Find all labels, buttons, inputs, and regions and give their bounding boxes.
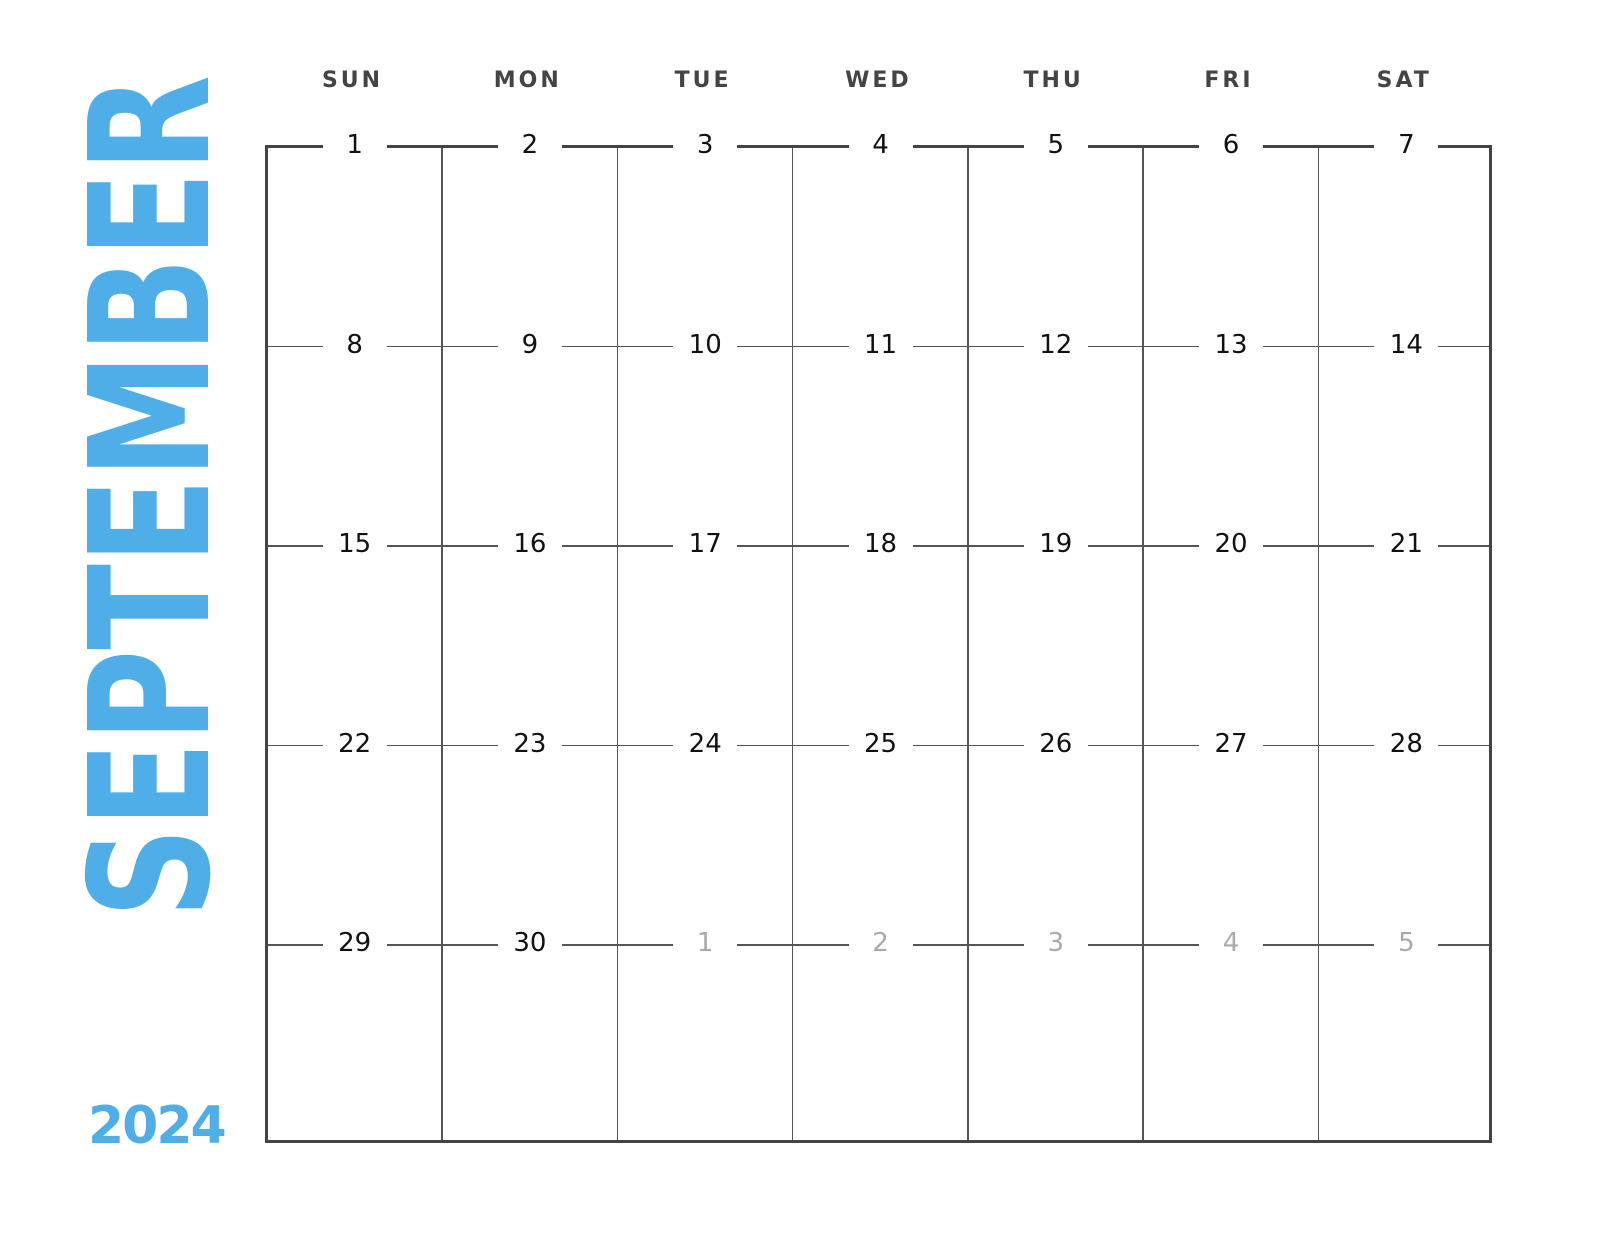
day-cell-number: 13	[1199, 327, 1264, 362]
day-cell-number: 22	[322, 726, 387, 761]
day-number: 27	[1208, 728, 1254, 759]
day-cell-number: 4	[848, 128, 913, 162]
day-cell-number: 12	[1023, 327, 1088, 362]
month-title-text: SEPTEMBER	[80, 75, 220, 918]
day-cell-number: 30	[497, 926, 562, 961]
day-cell-number: 2	[497, 128, 562, 162]
weekday-tue: TUE	[674, 68, 732, 93]
day-cell-number: 20	[1199, 527, 1264, 562]
weekday-mon: MON	[493, 68, 562, 93]
column-divider	[1317, 148, 1320, 1140]
day-number: 22	[332, 728, 378, 759]
day-number: 28	[1383, 728, 1429, 759]
day-number: 16	[507, 529, 553, 560]
day-cell-number: 23	[497, 726, 562, 761]
day-number: 3	[690, 130, 720, 160]
day-cell-number: 9	[497, 327, 562, 362]
day-number: 25	[857, 728, 904, 759]
day-number: 5	[1392, 928, 1421, 959]
day-number: 7	[1392, 130, 1421, 160]
month-title: SEPTEMBER	[80, 75, 220, 918]
day-number: 20	[1208, 529, 1254, 560]
day-number: 3	[1041, 928, 1071, 959]
day-cell-number: 6	[1199, 128, 1264, 162]
day-number: 10	[682, 329, 728, 360]
day-cell-number: 24	[673, 726, 738, 761]
day-number: 29	[332, 928, 378, 959]
day-cell-number: 3	[673, 128, 738, 162]
day-number: 13	[1208, 329, 1254, 360]
day-cell-number: 14	[1374, 327, 1439, 362]
day-cell-number: 28	[1374, 726, 1439, 761]
column-divider	[1142, 148, 1144, 1140]
day-number: 24	[682, 728, 728, 759]
day-cell-number: 8	[322, 327, 387, 362]
day-cell-number: 5	[1023, 128, 1088, 162]
day-number: 21	[1383, 529, 1429, 560]
day-cell-number: 2	[848, 926, 913, 961]
day-cell-number: 21	[1374, 527, 1439, 562]
year-label: 2024	[88, 1096, 227, 1156]
day-cell-number: 10	[673, 327, 738, 362]
day-cell-number: 15	[322, 527, 387, 562]
day-cell-number: 7	[1374, 128, 1439, 162]
column-divider	[616, 148, 619, 1140]
day-number: 15	[332, 529, 378, 560]
weekday-thu: THU	[1023, 68, 1084, 93]
day-number: 14	[1383, 329, 1429, 360]
day-cell-number: 27	[1199, 726, 1264, 761]
weekday-fri: FRI	[1204, 68, 1254, 93]
day-number: 12	[1033, 329, 1079, 360]
day-cell-number: 5	[1374, 926, 1439, 961]
day-number: 8	[340, 329, 369, 360]
day-cell-number: 19	[1023, 527, 1088, 562]
weekday-wed: WED	[845, 68, 912, 93]
column-divider	[441, 148, 443, 1140]
day-number: 2	[515, 130, 545, 160]
day-number: 1	[690, 928, 720, 959]
day-number: 6	[1216, 130, 1246, 160]
day-number: 2	[866, 928, 895, 959]
day-number: 19	[1033, 529, 1079, 560]
day-number: 26	[1033, 728, 1079, 759]
day-number: 17	[682, 529, 728, 560]
calendar-grid	[265, 145, 1492, 1143]
day-cell-number: 1	[322, 128, 387, 162]
day-cell-number: 4	[1199, 926, 1264, 961]
day-number: 18	[857, 529, 904, 560]
day-number: 11	[857, 329, 904, 360]
weekday-sat: SAT	[1376, 68, 1432, 93]
day-number: 4	[1216, 928, 1246, 959]
day-cell-number: 3	[1023, 926, 1088, 961]
day-cell-number: 11	[848, 327, 913, 362]
column-divider	[967, 148, 969, 1140]
day-number: 30	[507, 928, 553, 959]
day-cell-number: 16	[497, 527, 562, 562]
day-cell-number: 26	[1023, 726, 1088, 761]
day-cell-number: 17	[673, 527, 738, 562]
day-cell-number: 18	[848, 527, 913, 562]
day-cell-number: 29	[322, 926, 387, 961]
day-cell-number: 25	[848, 726, 913, 761]
day-number: 4	[866, 130, 895, 160]
weekday-sun: SUN	[321, 68, 384, 93]
column-divider	[791, 148, 794, 1140]
day-cell-number: 1	[673, 926, 738, 961]
day-number: 1	[340, 130, 369, 160]
day-number: 23	[507, 728, 553, 759]
day-number: 5	[1041, 130, 1071, 160]
day-number: 9	[515, 329, 545, 360]
